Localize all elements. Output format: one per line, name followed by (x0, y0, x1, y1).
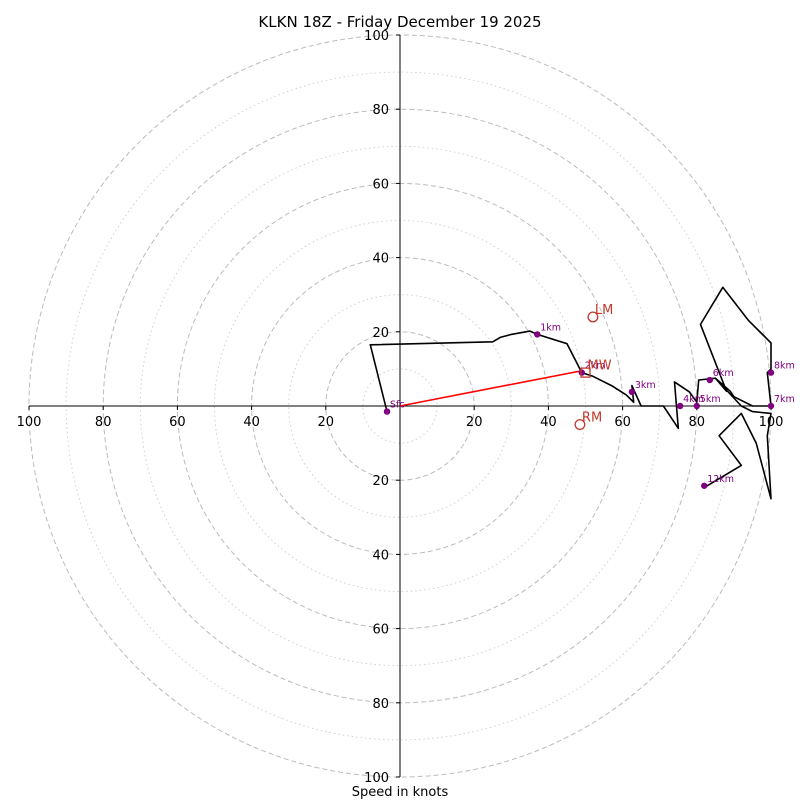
x-tick-label: 60 (614, 415, 631, 430)
height-point (578, 369, 585, 376)
hodograph-trace (369, 286, 772, 500)
storm-motion-label: RM (582, 411, 602, 426)
y-tick-label: 80 (372, 697, 389, 712)
height-point (676, 402, 684, 410)
height-label: 5km (700, 394, 721, 405)
height-label: 8km (774, 361, 795, 372)
x-tick-label: 20 (466, 415, 483, 430)
tick-labels: 100 80 60 40 20 20 40 60 80 100 100 80 60 40 20 20 40 60 8… (17, 29, 784, 786)
storm-motion-label: MW (588, 359, 612, 374)
height-label: 2km (585, 361, 606, 372)
x-tick-label: 40 (243, 415, 260, 430)
height-point (767, 402, 775, 410)
y-tick-label: 40 (372, 252, 389, 267)
height-label: Sfc (390, 400, 405, 411)
y-tick-label: 40 (372, 548, 389, 563)
y-tick-label: 100 (364, 29, 389, 44)
height-point (767, 369, 775, 376)
y-tick-label: 60 (372, 623, 389, 638)
x-tick-label: 80 (689, 415, 706, 430)
height-label: 12km (707, 474, 734, 485)
mean-wind-line (399, 369, 582, 407)
storm-motion-marker (574, 419, 586, 431)
y-tick-label: 60 (372, 177, 389, 192)
height-label: 1km (540, 322, 561, 333)
height-point (701, 482, 708, 489)
chart-title: KLKN 18Z - Friday December 19 2025 (258, 13, 541, 31)
x-tick-label: 80 (95, 415, 112, 430)
height-point (534, 331, 541, 338)
height-label: 4km (683, 394, 704, 405)
x-axis-label: Speed in knots (352, 785, 449, 800)
y-tick-label: 20 (372, 474, 389, 489)
hodograph-line (369, 286, 772, 500)
y-tick-label: 100 (364, 771, 389, 786)
x-tick-label: 60 (169, 415, 186, 430)
storm-motion-markers: LM MW RM (574, 303, 613, 431)
storm-motion-label: LM (595, 303, 613, 318)
height-point (706, 376, 713, 384)
y-tick-label: 20 (372, 326, 389, 341)
mean-wind-marker (580, 367, 591, 378)
x-tick-label: 20 (318, 415, 335, 430)
mean-wind-vector (399, 369, 582, 407)
height-point (693, 402, 700, 410)
height-label: 7km (774, 394, 795, 405)
x-tick-label: 40 (540, 415, 557, 430)
height-point (628, 388, 636, 396)
x-tick-label: 100 (759, 415, 784, 430)
height-label: 6km (713, 368, 734, 379)
storm-motion-marker (587, 311, 599, 323)
x-tick-label: 100 (17, 415, 42, 430)
y-tick-label: 80 (372, 103, 389, 118)
height-label: 3km (635, 380, 656, 391)
height-point (383, 408, 391, 415)
